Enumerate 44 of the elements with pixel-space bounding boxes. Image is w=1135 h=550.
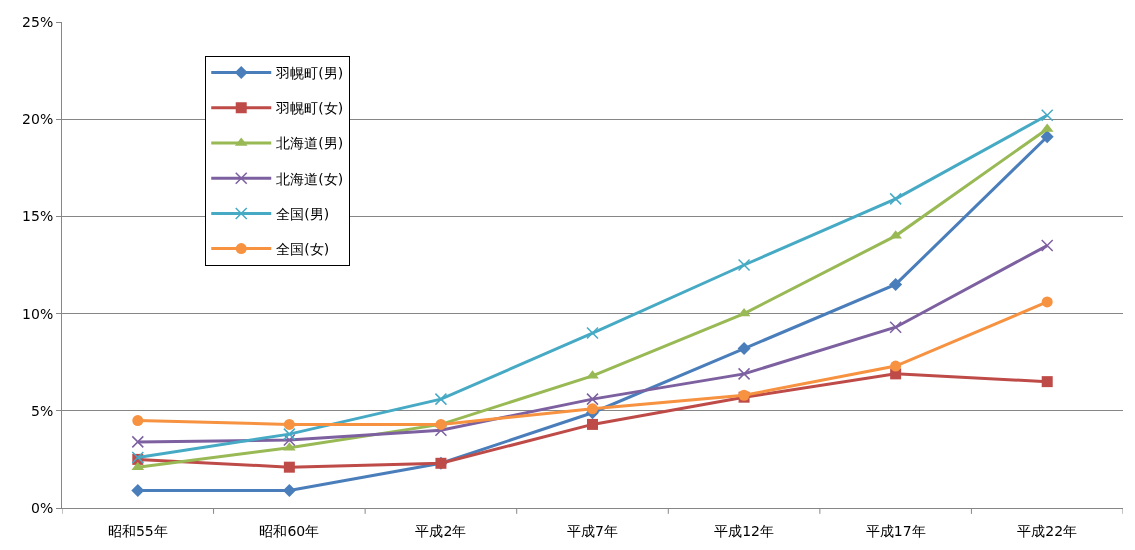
point — [1040, 109, 1054, 122]
point — [283, 433, 296, 447]
x-tick-label: 平成2年 — [415, 522, 467, 539]
point — [586, 392, 599, 406]
point — [1041, 376, 1053, 388]
y-tick-label: 5% — [30, 402, 54, 419]
point — [587, 418, 598, 430]
point — [132, 415, 144, 427]
y-tick-label: 10% — [22, 305, 54, 322]
y-tick-label: 15% — [22, 208, 54, 225]
point — [283, 418, 295, 430]
legend-label: 羽幌町(女) — [275, 100, 344, 117]
point — [131, 435, 145, 449]
point — [889, 277, 903, 291]
point — [1041, 296, 1053, 308]
legend-label: 羽幌町(男) — [275, 65, 344, 82]
point — [889, 192, 902, 206]
point — [587, 403, 598, 415]
x-tick-label: 昭和60年 — [259, 522, 320, 539]
y-tick-label: 25% — [22, 13, 54, 30]
point — [737, 367, 751, 381]
x-tick-label: 平成7年 — [567, 522, 618, 539]
point — [434, 392, 448, 406]
point — [586, 326, 599, 340]
legend-label: 全国(女) — [276, 241, 330, 258]
x-tick-label: 平成22年 — [1017, 522, 1078, 539]
legend-label: 全国(男) — [276, 205, 330, 222]
y-tick-label: 0% — [30, 499, 54, 516]
point — [737, 258, 751, 272]
point — [737, 342, 751, 356]
point — [283, 461, 295, 473]
x-tick-label: 昭和55年 — [107, 522, 168, 539]
y-tick-label: 20% — [22, 111, 54, 128]
x-tick-label: 平成17年 — [865, 522, 926, 539]
point — [131, 484, 145, 497]
point — [283, 427, 296, 441]
legend-label: 北海道(女) — [276, 170, 344, 187]
point — [889, 320, 902, 334]
point — [1040, 130, 1054, 144]
point — [1040, 239, 1054, 252]
point — [282, 484, 296, 497]
x-tick-label: 平成12年 — [714, 522, 774, 539]
point — [890, 360, 902, 372]
legend-label: 北海道(男) — [276, 135, 344, 152]
